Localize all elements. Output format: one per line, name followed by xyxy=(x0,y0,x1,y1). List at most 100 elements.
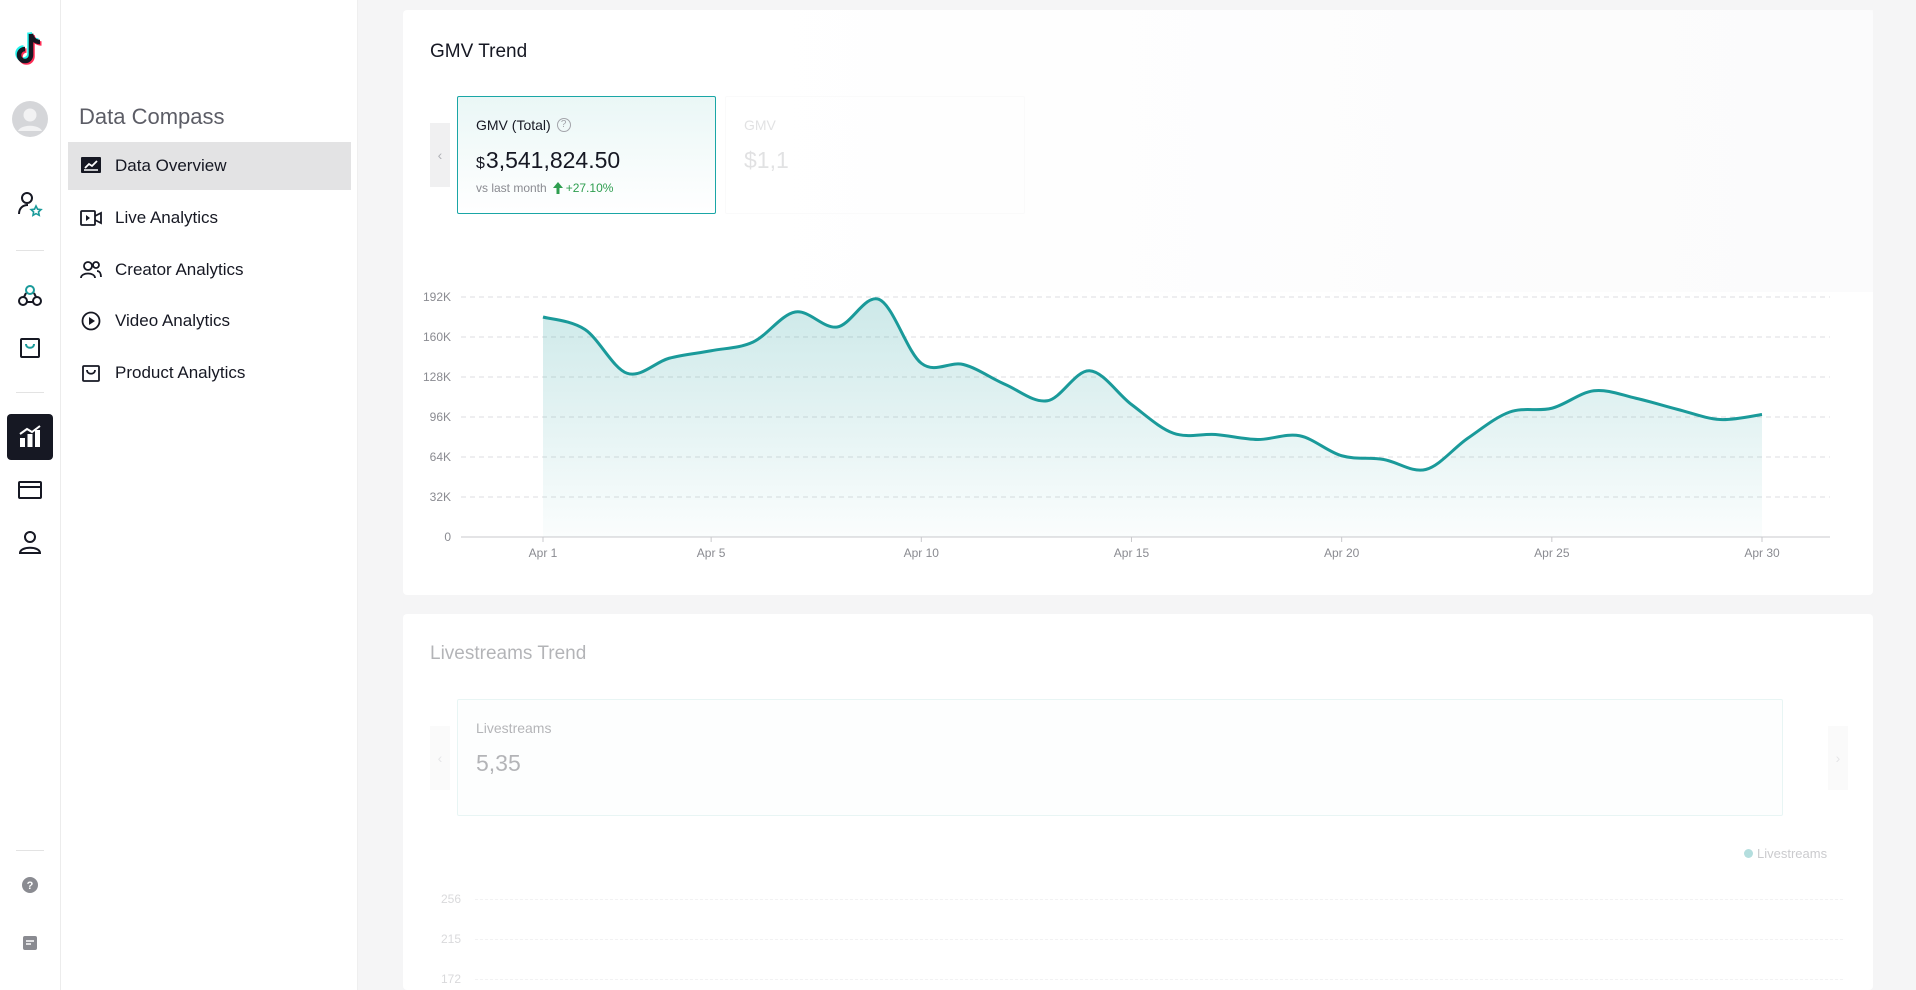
rail-divider xyxy=(16,850,44,851)
avatar[interactable] xyxy=(7,96,53,142)
metric-value: 3,541,824.50 xyxy=(485,147,621,173)
x-tick-label: Apr 25 xyxy=(1534,546,1570,560)
gmv-series-line xyxy=(542,297,1763,472)
billing-card-icon[interactable] xyxy=(7,467,53,513)
gmv-data-point xyxy=(1633,395,1639,401)
gmv-data-point xyxy=(1044,398,1050,404)
analytics-chart-icon[interactable] xyxy=(7,414,53,460)
arrow-up-icon xyxy=(552,182,563,194)
metric-label: GMV (Total) xyxy=(476,117,551,133)
y-tick-label: 0 xyxy=(444,530,451,544)
gmv-total-metric-card[interactable]: GMV (Total) ? $3,541,824.50 vs last mont… xyxy=(457,96,716,214)
sidebar-item-data-overview[interactable]: Data Overview xyxy=(68,142,351,190)
sidebar-item-creator-analytics[interactable]: Creator Analytics xyxy=(68,246,351,294)
metric-next-button[interactable]: › xyxy=(1828,726,1848,790)
chevron-left-icon: ‹ xyxy=(437,147,443,163)
collaboration-icon[interactable] xyxy=(7,273,53,319)
gmv-data-point xyxy=(834,324,840,330)
data-overview-icon xyxy=(80,155,102,177)
y-tick-label: 64K xyxy=(430,450,451,464)
metric-compare-row: vs last month +27.10% xyxy=(476,181,613,195)
sidebar-item-video-analytics[interactable]: Video Analytics xyxy=(68,297,351,345)
metric-value-row: $3,541,824.50 xyxy=(476,147,620,174)
metric-label: Livestreams xyxy=(476,720,552,736)
currency-symbol: $ xyxy=(476,155,485,172)
help-icon[interactable]: ? xyxy=(556,118,571,132)
metric-prev-button[interactable]: ‹ xyxy=(430,726,450,790)
delta-value: +27.10% xyxy=(565,181,614,195)
x-tick-label: Apr 10 xyxy=(904,546,940,560)
y-tick-label: 128K xyxy=(423,370,451,384)
x-tick-label: Apr 5 xyxy=(697,546,726,560)
sidebar-item-live-analytics[interactable]: Live Analytics xyxy=(68,194,351,242)
y-tick-label: 215 xyxy=(441,932,462,946)
play-circle-icon xyxy=(80,310,102,332)
x-tick-label: Apr 1 xyxy=(529,546,558,560)
tiktok-logo-icon[interactable] xyxy=(7,26,53,72)
gmv-data-point xyxy=(1339,453,1345,459)
gmv-data-point xyxy=(1423,467,1429,473)
livestreams-metric-card[interactable]: Livestreams 5,35 xyxy=(457,699,1783,816)
gmv-data-point xyxy=(1002,382,1008,388)
gmv-data-point xyxy=(792,309,798,315)
help-icon[interactable]: ? xyxy=(7,862,53,908)
y-tick-label: 32K xyxy=(430,490,451,504)
gmv-data-point xyxy=(876,297,882,303)
sidebar-item-label: Creator Analytics xyxy=(115,260,244,279)
compare-text: vs last month xyxy=(476,181,547,195)
rail-divider xyxy=(16,392,44,393)
gmv-data-point xyxy=(1381,457,1387,463)
metric-value: 5,35 xyxy=(476,750,521,776)
live-video-icon xyxy=(80,207,102,229)
y-tick-label: 160K xyxy=(423,330,451,344)
livestreams-trend-title: Livestreams Trend xyxy=(430,643,587,664)
gmv-data-point xyxy=(540,314,546,320)
gmv-data-point xyxy=(918,360,924,366)
gmv-data-point xyxy=(1297,433,1303,439)
gmv-data-point xyxy=(1213,432,1219,438)
y-tick-label: 256 xyxy=(441,892,462,906)
account-person-icon[interactable] xyxy=(7,519,53,565)
gmv-data-point xyxy=(708,348,714,354)
sidebar-item-product-analytics[interactable]: Product Analytics xyxy=(68,349,351,397)
metric-prev-button[interactable]: ‹ xyxy=(430,123,450,187)
gmv-data-point xyxy=(1717,417,1723,423)
gmv-data-point xyxy=(1759,412,1765,418)
livestreams-chart-area: 256 215 172 xyxy=(403,614,1873,990)
chevron-left-icon: ‹ xyxy=(437,750,443,766)
gmv-data-point xyxy=(1507,409,1513,415)
gmv-trend-card: GMV Trend ‹ GMV (Total) ? $3,541,824.50 … xyxy=(403,10,1873,595)
delta-badge: +27.10% xyxy=(552,181,614,195)
creators-icon xyxy=(80,259,102,281)
gmv-data-point xyxy=(1255,437,1261,443)
gmv-trend-title: GMV Trend xyxy=(430,41,528,62)
rail-divider xyxy=(16,250,44,251)
chevron-right-icon: › xyxy=(1835,750,1841,766)
feedback-icon[interactable] xyxy=(7,920,53,966)
y-tick-label: 96K xyxy=(430,410,451,424)
y-tick-label: 192K xyxy=(423,290,451,304)
gmv-data-point xyxy=(960,362,966,368)
gmv-data-point xyxy=(1549,405,1555,411)
gmv-line-chart: 0 32K 64K 96K 128K 160K 192K Apr 1 Apr 5 Apr 10 Ap… xyxy=(423,290,1830,560)
gmv-data-point xyxy=(1171,430,1177,436)
y-tick-label: 172 xyxy=(441,972,462,986)
creator-star-icon[interactable] xyxy=(7,181,53,227)
grid-line xyxy=(475,979,1843,980)
gmv-area xyxy=(543,298,1762,537)
gmv-data-point xyxy=(624,370,630,376)
gmv-data-point xyxy=(1465,435,1471,441)
sidebar-title: Data Compass xyxy=(79,104,225,129)
legend-swatch xyxy=(1744,849,1753,858)
gmv-data-point xyxy=(750,339,756,345)
livestreams-legend[interactable]: Livestreams xyxy=(1744,846,1827,861)
sidebar-item-label: Video Analytics xyxy=(115,311,230,330)
x-tick-label: Apr 20 xyxy=(1324,546,1360,560)
metric-label-row: Livestreams xyxy=(476,720,551,736)
sidebar: Data Compass Data Overview Live Analytic… xyxy=(61,0,358,990)
shop-bag-icon[interactable] xyxy=(7,324,53,370)
legend-label: Livestreams xyxy=(1757,846,1828,861)
x-tick-label: Apr 30 xyxy=(1744,546,1780,560)
gmv-data-point xyxy=(1086,368,1092,374)
product-bag-icon xyxy=(80,362,102,384)
